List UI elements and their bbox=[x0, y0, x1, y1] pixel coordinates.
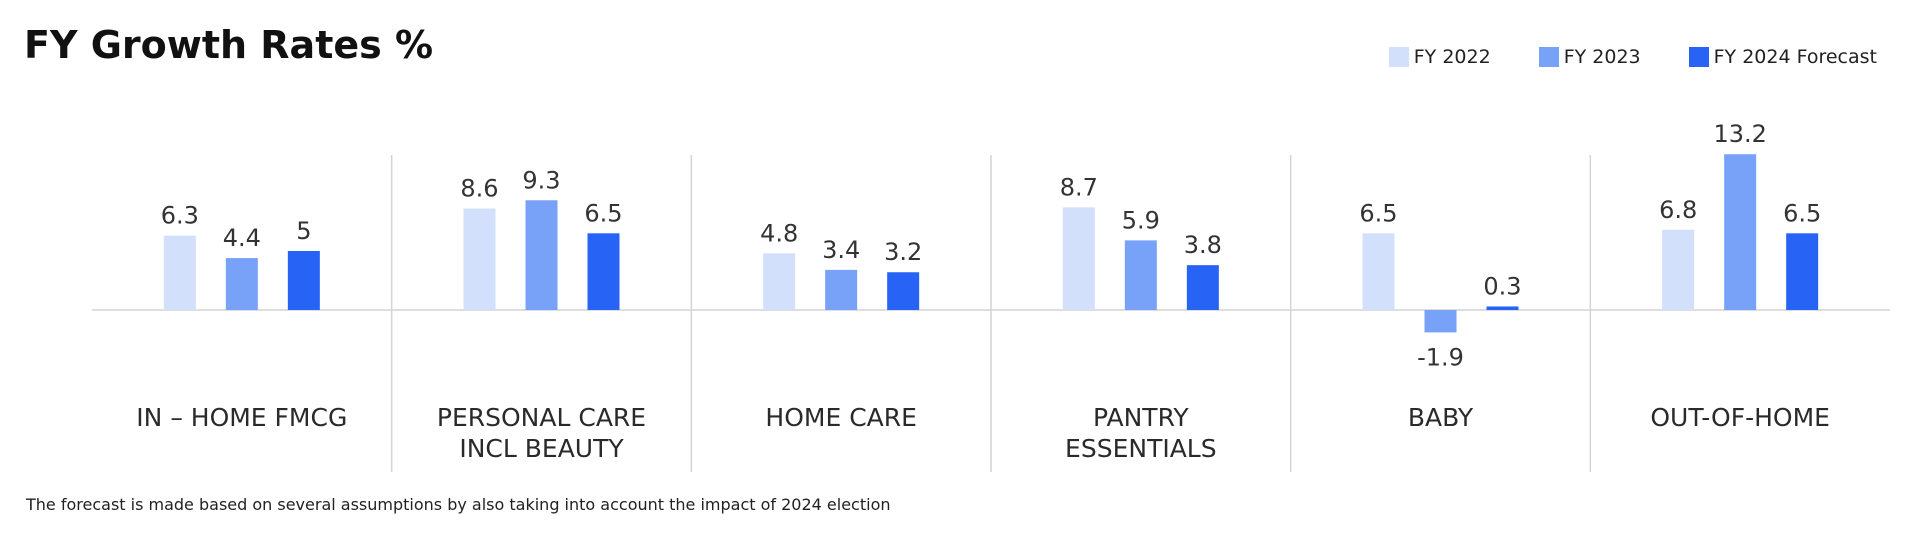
chart-title: FY Growth Rates % bbox=[24, 23, 434, 67]
bar bbox=[525, 200, 558, 310]
bar bbox=[1062, 207, 1095, 310]
legend-label-fy-2024-forecast: FY 2024 Forecast bbox=[1713, 46, 1877, 68]
category-label: PANTRY ESSENTIALS bbox=[1065, 403, 1217, 463]
data-label: 6.5 bbox=[1783, 199, 1821, 227]
data-label: 8.7 bbox=[1060, 173, 1098, 201]
data-label: 0.3 bbox=[1483, 272, 1521, 300]
data-label: 13.2 bbox=[1713, 120, 1766, 148]
legend-label-fy-2022: FY 2022 bbox=[1413, 46, 1491, 68]
category-label: OUT-OF-HOME bbox=[1650, 403, 1830, 432]
bar bbox=[1124, 240, 1157, 310]
bar bbox=[1424, 310, 1457, 333]
data-label: 6.5 bbox=[584, 199, 622, 227]
data-label: 6.8 bbox=[1659, 196, 1697, 224]
category-label: BABY bbox=[1408, 403, 1474, 432]
bar bbox=[587, 233, 620, 310]
data-label: 3.4 bbox=[822, 236, 860, 264]
bar bbox=[1724, 154, 1757, 310]
data-label: 9.3 bbox=[522, 166, 560, 194]
legend-item-fy-2023: FY 2023 bbox=[1538, 46, 1641, 68]
data-label: 6.5 bbox=[1359, 199, 1397, 227]
bar bbox=[763, 253, 796, 310]
data-label: 4.8 bbox=[760, 219, 798, 247]
data-label: 5.9 bbox=[1122, 206, 1160, 234]
legend-swatch-fy-2023 bbox=[1538, 47, 1559, 67]
bar bbox=[825, 269, 858, 310]
data-label: 4.4 bbox=[223, 224, 261, 252]
bar bbox=[163, 235, 196, 310]
legend-item-fy-2024-forecast: FY 2024 Forecast bbox=[1688, 46, 1877, 68]
bar bbox=[225, 258, 258, 310]
data-label: 3.2 bbox=[884, 238, 922, 266]
data-label: 8.6 bbox=[460, 175, 498, 203]
chart-footnote: The forecast is made based on several as… bbox=[26, 495, 891, 514]
category-label: HOME CARE bbox=[765, 403, 917, 432]
data-label: 5 bbox=[296, 217, 311, 245]
legend-swatch-fy-2022 bbox=[1388, 47, 1409, 67]
bar bbox=[1662, 229, 1695, 310]
legend-item-fy-2022: FY 2022 bbox=[1388, 46, 1491, 68]
category-label: PERSONAL CARE INCL BEAUTY bbox=[437, 403, 646, 463]
data-label: -1.9 bbox=[1417, 343, 1464, 371]
data-label: 3.8 bbox=[1184, 231, 1222, 259]
chart-legend: FY 2022 FY 2023 FY 2024 Forecast bbox=[1388, 46, 1877, 68]
legend-swatch-fy-2024-forecast bbox=[1688, 47, 1709, 67]
bar bbox=[1786, 233, 1819, 310]
legend-label-fy-2023: FY 2023 bbox=[1563, 46, 1641, 68]
category-label: IN – HOME FMCG bbox=[136, 403, 347, 432]
bar bbox=[1486, 306, 1519, 310]
bar bbox=[1186, 265, 1219, 310]
data-label: 6.3 bbox=[161, 202, 199, 230]
bar bbox=[463, 208, 496, 310]
bar bbox=[287, 251, 320, 310]
bar bbox=[887, 272, 920, 310]
bar bbox=[1362, 233, 1395, 310]
